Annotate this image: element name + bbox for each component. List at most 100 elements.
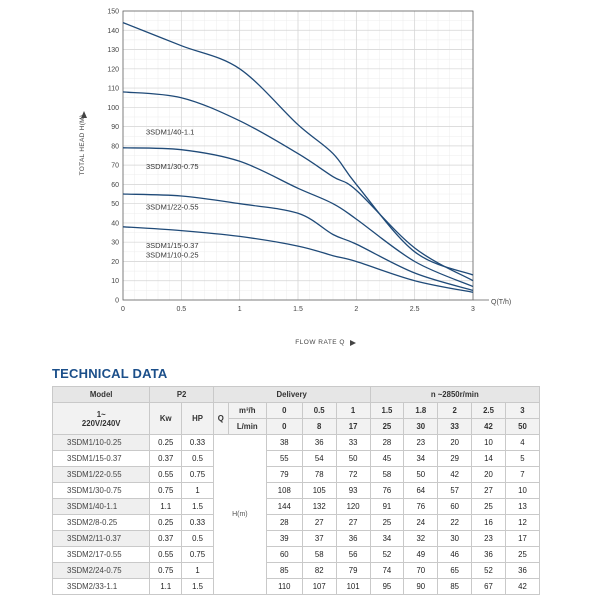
model-cell: 3SDM2/24-0.75 [51, 562, 151, 579]
head-value-cell: 20 [471, 466, 506, 483]
head-value-cell: 27 [301, 514, 337, 531]
head-value-cell: 25 [369, 514, 405, 531]
hp-cell: 1 [181, 562, 214, 579]
head-value-cell: 93 [335, 482, 371, 499]
head-value-cell: 38 [265, 434, 303, 451]
m3h-unit: m³/h [227, 402, 267, 419]
table-row: 3SDM1/40-1.1 1.1 1.5 144 132 120 91 76 60 25 13 [51, 498, 541, 515]
m3h-value: 1.5 [369, 402, 405, 419]
head-value-cell: 50 [403, 466, 439, 483]
hp-cell: 1.5 [181, 498, 214, 515]
lmin-value: 50 [504, 418, 541, 435]
head-value-cell: 105 [301, 482, 337, 499]
voltage-value: 220V/240V [81, 418, 121, 428]
head-value-cell: 13 [504, 498, 541, 515]
m3h-value: 0.5 [301, 402, 337, 419]
voltage-header: 1~ 220V/240V [51, 402, 151, 435]
head-value-cell: 78 [301, 466, 337, 483]
head-value-cell: 91 [369, 498, 405, 515]
head-value-cell: 79 [265, 466, 303, 483]
voltage-phase: 1~ [96, 409, 106, 419]
head-value-cell: 5 [504, 450, 541, 467]
lmin-value: 8 [301, 418, 337, 435]
y-tick-label: 100 [107, 105, 119, 112]
curve-3sdm1-10-0-25 [122, 226, 474, 293]
m3h-value: 2.5 [471, 402, 506, 419]
hp-cell: 0.75 [181, 466, 214, 483]
series-label: 3SDM1/22-0.55 [146, 202, 199, 211]
head-value-cell: 132 [301, 498, 337, 515]
y-tick-label: 30 [111, 240, 119, 247]
curve-3sdm1-40-1-1 [122, 21, 474, 276]
y-tick-label: 130 [107, 47, 119, 54]
head-value-cell: 36 [504, 562, 541, 579]
head-value-cell: 46 [437, 546, 473, 563]
kw-header: Kw [149, 402, 183, 435]
lmin-value: 25 [369, 418, 405, 435]
y-tick-label: 80 [111, 143, 119, 150]
head-value-cell: 60 [437, 498, 473, 515]
head-value-cell: 12 [504, 514, 541, 531]
head-value-cell: 7 [504, 466, 541, 483]
hp-cell: 0.33 [181, 514, 214, 531]
head-value-cell: 120 [335, 498, 371, 515]
head-value-cell: 25 [471, 498, 506, 515]
kw-cell: 1.1 [149, 578, 183, 595]
y-tick-label: 110 [108, 86, 119, 93]
head-value-cell: 30 [437, 530, 473, 547]
x-axis-unit: Q(T/h) [491, 299, 511, 306]
head-value-cell: 20 [437, 434, 473, 451]
m3h-value: 2 [437, 402, 473, 419]
q-header: Q [212, 402, 229, 435]
table-row: 3SDM1/22-0.55 0.55 0.75 79 78 72 58 50 42 20 7 [51, 466, 541, 483]
head-value-cell: 23 [403, 434, 439, 451]
table-row: 3SDM2/24-0.75 0.75 1 85 82 79 74 70 65 52 36 [51, 562, 541, 579]
head-value-cell: 28 [369, 434, 405, 451]
head-value-cell: 52 [369, 546, 405, 563]
y-axis-label: TOTAL HEAD H(M) [79, 115, 86, 176]
lmin-value: 33 [437, 418, 473, 435]
head-value-cell: 85 [437, 578, 473, 595]
model-cell: 3SDM1/10-0.25 [51, 434, 151, 451]
x-tick-label: 1 [238, 306, 242, 313]
head-value-cell: 82 [301, 562, 337, 579]
h-label-cell: H(m) [212, 434, 267, 595]
head-value-cell: 36 [471, 546, 506, 563]
x-axis-arrow [350, 340, 356, 346]
x-tick-label: 1.5 [293, 306, 303, 313]
head-value-cell: 27 [335, 514, 371, 531]
m3h-value: 1 [335, 402, 371, 419]
technical-data-table-wrap: Model P2 Delivery n ~2850r/min 1~ 220V/2… [51, 386, 541, 595]
head-value-cell: 32 [403, 530, 439, 547]
delivery-header: Delivery [212, 386, 371, 403]
model-cell: 3SDM2/11-0.37 [51, 530, 151, 547]
head-value-cell: 90 [403, 578, 439, 595]
head-value-cell: 14 [471, 450, 506, 467]
y-axis-arrow [81, 111, 87, 118]
speed-header: n ~2850r/min [369, 386, 541, 403]
hp-cell: 0.5 [181, 530, 214, 547]
y-tick-label: 150 [107, 9, 119, 16]
x-tick-label: 0 [121, 306, 125, 313]
head-value-cell: 10 [504, 482, 541, 499]
model-cell: 3SDM1/15-0.37 [51, 450, 151, 467]
table-row: 3SDM2/8-0.25 0.25 0.33 28 27 27 25 24 22 16 12 [51, 514, 541, 531]
lmin-value: 17 [335, 418, 371, 435]
kw-cell: 0.75 [149, 482, 183, 499]
m3h-value: 0 [265, 402, 303, 419]
head-value-cell: 37 [301, 530, 337, 547]
head-value-cell: 16 [471, 514, 506, 531]
x-tick-label: 2.5 [410, 306, 420, 313]
m3h-value: 1.8 [403, 402, 439, 419]
head-value-cell: 49 [403, 546, 439, 563]
head-value-cell: 60 [265, 546, 303, 563]
model-cell: 3SDM2/17-0.55 [51, 546, 151, 563]
x-axis-label: FLOW RATE Q [295, 339, 345, 346]
head-value-cell: 24 [403, 514, 439, 531]
head-value-cell: 70 [403, 562, 439, 579]
head-value-cell: 79 [335, 562, 371, 579]
model-cell: 3SDM1/30-0.75 [51, 482, 151, 499]
hp-cell: 1 [181, 482, 214, 499]
head-value-cell: 34 [369, 530, 405, 547]
head-value-cell: 23 [471, 530, 506, 547]
